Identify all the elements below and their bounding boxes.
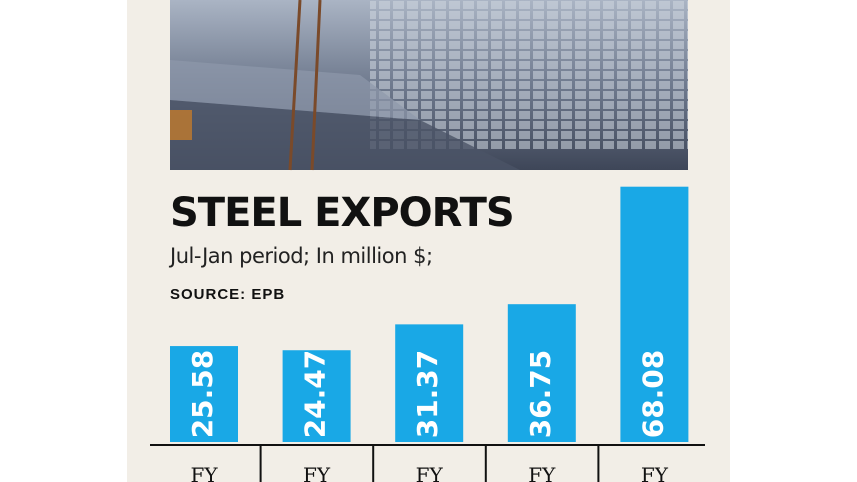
x-tick-label: FY xyxy=(528,463,556,482)
x-tick-label: FY xyxy=(303,463,331,482)
value-label: 24.47 xyxy=(299,350,332,439)
x-tick-label: FY xyxy=(641,463,669,482)
subtitle: Jul-Jan period; In million $; xyxy=(168,244,433,268)
value-label: 25.58 xyxy=(186,350,219,439)
chart-title: STEEL EXPORTS xyxy=(170,190,514,236)
photo xyxy=(170,0,688,171)
bar xyxy=(170,346,238,442)
bar xyxy=(282,350,351,442)
bar xyxy=(507,304,576,442)
bar xyxy=(395,324,464,442)
value-label: 36.75 xyxy=(524,350,557,439)
source: SOURCE: EPB xyxy=(170,286,285,303)
value-label: 68.08 xyxy=(636,350,669,439)
x-tick-label: FY xyxy=(416,463,444,482)
value-label: 31.37 xyxy=(411,350,444,439)
x-tick-label: FY xyxy=(190,463,218,482)
bar xyxy=(620,186,689,442)
